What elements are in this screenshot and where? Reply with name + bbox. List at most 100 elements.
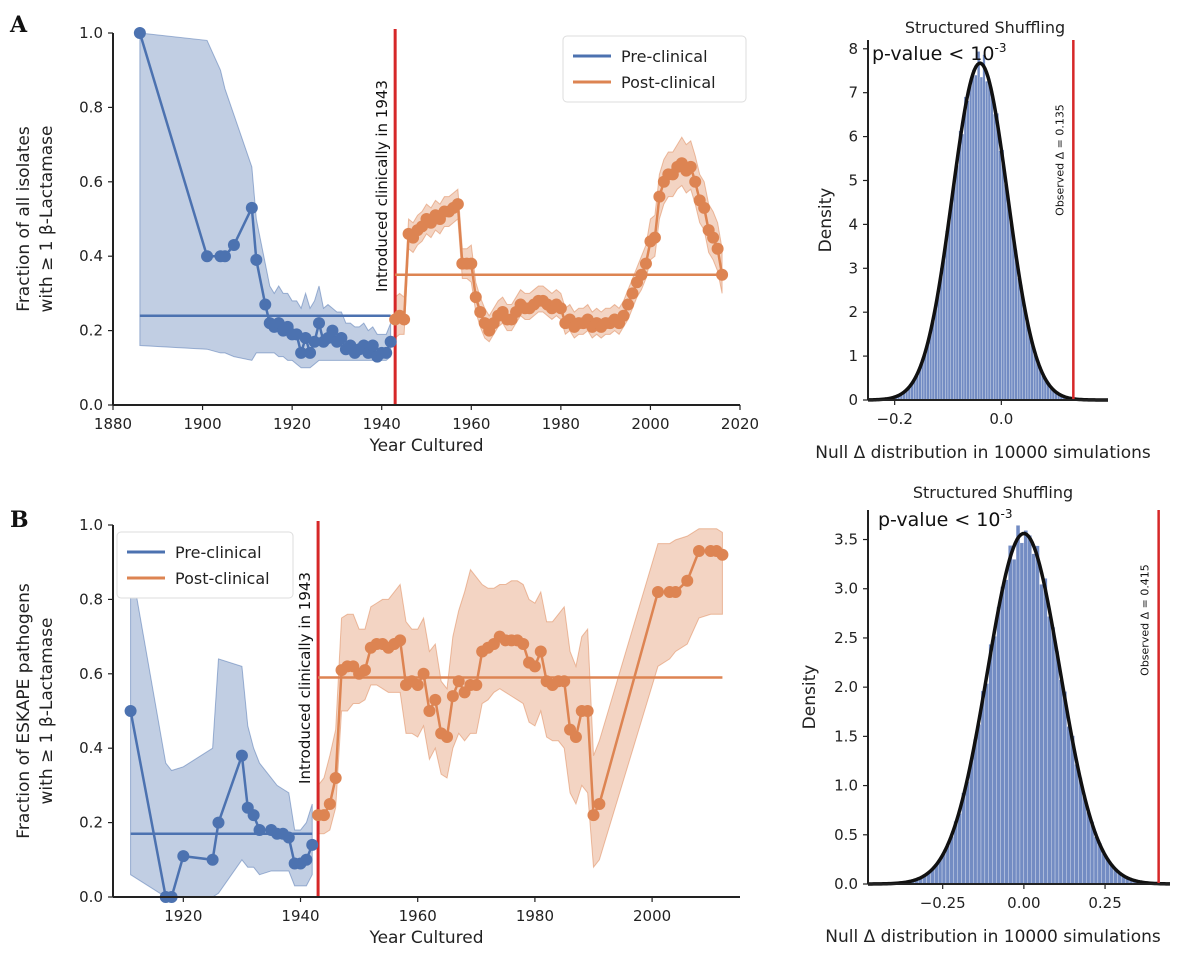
b-left-legend-label-pre: Pre-clinical [175,543,262,562]
a-left-post-point [711,242,724,255]
b-left-legend-box [116,531,294,599]
a-left-post-point [469,291,482,304]
b-left-pre-point [235,749,248,762]
a-left-ylabel-line2: with ≥ 1 β-Lactamase [37,126,57,313]
b-left-xtick-label: 1980 [516,907,554,925]
a-left-pre-point [335,332,348,345]
b-left-ytick-label: 0.2 [79,814,103,832]
a-right-ytick-label: 1 [848,347,858,365]
b-left-ytick-label: 0.4 [79,739,103,757]
b-right-hist-bar [1004,579,1009,885]
a-left-xtick-label: 2000 [631,415,669,433]
b-left-post-point [411,678,424,691]
a-left-post-point [684,160,697,173]
chart-b-right: Observed Δ = 0.415 −0.25 0.00 0.25 0.0 0.5 1.0… [800,483,1171,947]
b-left-ylabel-line1: Fraction of ESKAPE pathogens [14,583,34,839]
a-left-pre-point [308,335,321,348]
panel-label-b: B [10,507,29,533]
a-left-ytick-label: 0.8 [79,98,103,116]
panel-label-a: A [9,12,28,38]
a-right-hist-bar [958,130,962,401]
a-right-hist-bar [987,78,991,401]
b-left-pre-point [282,831,295,844]
b-left-post-point [446,690,459,703]
b-left-ytick-label: 0.0 [79,888,103,906]
a-left-post-ci-band [394,136,723,343]
b-left-post-point [423,705,436,717]
a-right-ytick-label: 0 [848,391,858,409]
a-right-hist-bar [961,133,965,401]
a-left-pre-ci-band [139,32,392,369]
b-right-hist-bar [1019,542,1025,885]
a-left-post-point [698,201,711,214]
a-left-pre-point [299,332,312,345]
b-left-post-point [528,660,541,673]
b-right-hist-bar [1012,559,1017,885]
a-right-hist-bar [966,100,970,401]
b-left-xtick-label: 2000 [633,907,671,925]
a-left-xtick-label: 1920 [273,415,311,433]
a-right-ylabel: Density [816,188,836,253]
a-right-hist-bar [985,80,989,401]
a-right-hist-bar [993,113,997,401]
b-left-post-point [452,675,465,688]
b-left-post-point [429,693,442,706]
b-right-pvalue: p-value < 10-3 [878,507,1012,531]
b-right-ylabel: Density [800,665,820,730]
a-left-post-point [474,306,487,318]
b-left-pre-point [300,853,313,866]
b-left-pre-point [306,838,319,851]
b-left-xtick-label: 1960 [399,907,437,925]
a-left-pre-point [201,250,214,263]
b-left-post-point [329,771,342,784]
a-left-pre-point [250,253,263,266]
a-left-pre-point [290,328,303,341]
a-right-hist-bar [929,332,933,401]
a-left-post-point [716,268,729,281]
a-left-pre-point [384,335,397,348]
b-left-post-point [323,798,336,810]
b-left-pre-point [253,824,266,837]
a-right-ytick-label: 8 [848,40,858,58]
a-right-hist-bar [1001,149,1005,401]
a-right-hist-bar [1003,183,1007,401]
a-left-xtick-label: 1980 [542,415,580,433]
b-right-hist-bar [1070,735,1075,885]
a-right-ytick-label: 7 [848,84,858,102]
a-left-post-point [617,309,630,322]
a-right-hist-bar [974,74,978,401]
b-right-hist-bar [1050,626,1056,885]
a-left-legend-label-post: Post-clinical [621,73,716,92]
b-right-hist-bar [1093,836,1099,885]
b-right-ytick-label: 0.5 [834,826,858,844]
b-right-hist-bar [1015,525,1021,885]
a-left-post-point [689,175,702,188]
b-left-post-point [587,809,600,822]
a-left-xtick-label: 1940 [363,415,401,433]
b-left-post-point [692,545,705,558]
a-right-xlabel: Null Δ distribution in 10000 simulations [815,443,1151,463]
a-right-hist-bar [969,79,973,401]
a-right-observed-label: Observed Δ = 0.135 [1053,104,1066,216]
a-left-pre-point [380,346,393,359]
b-left-pre-point [124,705,137,717]
a-left-legend-box [562,35,747,103]
b-left-post-point [358,664,371,677]
a-right-hist-bar [982,54,986,401]
b-right-hist-bar [1027,535,1032,885]
b-left-xlabel: Year Cultured [368,928,483,948]
b-right-hist-bar [1031,553,1036,885]
b-right-hist-bar [984,683,989,885]
a-left-pre-point [295,346,308,359]
b-right-xlabel: Null Δ distribution in 10000 simulations [825,927,1161,947]
b-right-observed-label: Observed Δ = 0.415 [1139,564,1152,676]
a-right-hist-bar [953,175,957,401]
a-right-hist-bar [979,76,983,401]
a-left-post-point [648,231,661,244]
a-left-ylabel-line1: Fraction of all isolates [14,126,34,312]
b-left-ytick-label: 0.8 [79,590,103,608]
a-right-hist-bar [990,90,994,401]
b-left-ytick-label: 1.0 [79,516,103,534]
a-right-hist-bar [1011,239,1015,401]
a-left-pre-point [304,346,317,359]
